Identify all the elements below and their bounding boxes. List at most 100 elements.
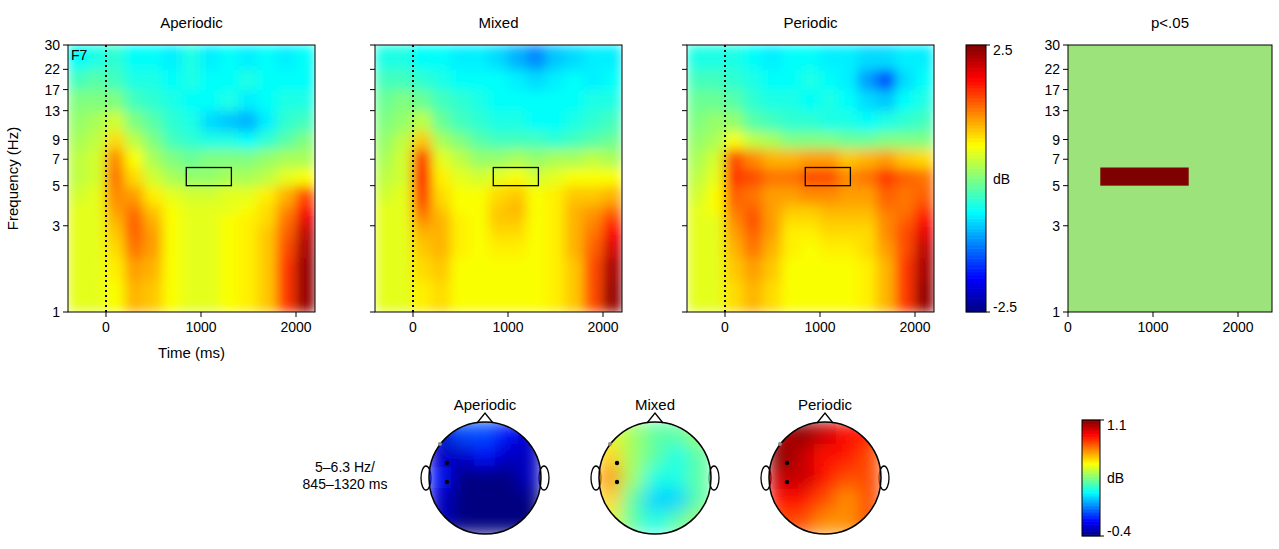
cell	[451, 185, 471, 204]
cell	[296, 131, 316, 150]
topo-cell	[791, 422, 814, 445]
cell	[744, 225, 764, 240]
cell	[182, 213, 202, 226]
topo-cell	[666, 511, 689, 534]
roi-box	[493, 168, 538, 186]
cell	[87, 213, 107, 226]
cell	[915, 89, 935, 111]
topo-cell	[813, 422, 836, 445]
cell	[546, 280, 566, 312]
cell	[725, 240, 745, 259]
cell	[144, 280, 164, 312]
cell	[896, 280, 916, 312]
cell	[201, 257, 221, 281]
topo-cell	[496, 489, 519, 512]
topo-cell	[429, 422, 452, 445]
cell	[565, 240, 585, 259]
x-tick-label: 1000	[804, 319, 835, 335]
cell	[839, 69, 859, 90]
topo-label: 845–1320 ms	[303, 476, 388, 492]
cell	[413, 240, 433, 259]
cell	[527, 45, 547, 70]
cell	[432, 45, 452, 70]
x-tick-label: 1000	[492, 319, 523, 335]
cell	[68, 240, 88, 259]
cell	[277, 203, 297, 214]
cell	[144, 203, 164, 214]
y-tick	[1063, 185, 1068, 186]
cell	[896, 131, 916, 150]
cell	[106, 185, 126, 204]
cell	[527, 110, 547, 132]
topo-cell	[621, 466, 644, 489]
cell	[603, 257, 623, 281]
cell	[725, 185, 745, 204]
cell	[394, 225, 414, 240]
cell	[915, 185, 935, 204]
cell	[277, 69, 297, 90]
topo-cell	[473, 511, 496, 534]
roi-box	[805, 168, 850, 186]
cell	[451, 110, 471, 132]
topo-cell	[791, 511, 814, 534]
cell	[413, 213, 433, 226]
cell	[394, 257, 414, 281]
cell	[915, 131, 935, 150]
y-tick	[370, 110, 375, 111]
cell	[584, 69, 604, 90]
topo-cell	[666, 466, 689, 489]
cell	[201, 110, 221, 132]
topo-cells	[769, 422, 882, 535]
cell	[687, 131, 707, 150]
cell	[413, 280, 433, 312]
cell	[858, 203, 878, 214]
cell	[527, 69, 547, 90]
cell	[451, 257, 471, 281]
cell	[277, 167, 297, 186]
y-tick	[682, 225, 687, 226]
cell	[413, 167, 433, 186]
cell	[527, 89, 547, 111]
cell	[125, 45, 145, 70]
cell	[375, 240, 395, 259]
y-tick	[370, 312, 375, 313]
topo-cell	[858, 489, 881, 512]
cell	[763, 203, 783, 214]
frame	[375, 45, 622, 312]
cell	[858, 148, 878, 168]
cell	[68, 69, 88, 90]
cell	[220, 203, 240, 214]
cell	[125, 69, 145, 90]
cell	[915, 280, 935, 312]
cell	[277, 110, 297, 132]
cell	[820, 69, 840, 90]
cell	[87, 89, 107, 111]
cell	[239, 131, 259, 150]
cell	[896, 240, 916, 259]
cell	[258, 148, 278, 168]
cell	[277, 148, 297, 168]
cell	[725, 213, 745, 226]
cell	[839, 257, 859, 281]
cell	[763, 69, 783, 90]
cell	[489, 110, 509, 132]
cell	[527, 167, 547, 186]
cell	[125, 225, 145, 240]
cell	[565, 280, 585, 312]
cell	[527, 148, 547, 168]
cell	[394, 45, 414, 70]
cell	[432, 131, 452, 150]
topo-cell	[599, 466, 622, 489]
cell	[144, 45, 164, 70]
topo-title: Mixed	[635, 396, 675, 413]
cell	[687, 89, 707, 111]
cell	[508, 110, 528, 132]
cell	[87, 148, 107, 168]
x-tick	[725, 312, 726, 317]
panel-title: Mixed	[478, 14, 518, 31]
cell	[87, 131, 107, 150]
cell	[182, 148, 202, 168]
x-tick	[820, 312, 821, 317]
topo-cell	[643, 511, 666, 534]
cell	[584, 110, 604, 132]
